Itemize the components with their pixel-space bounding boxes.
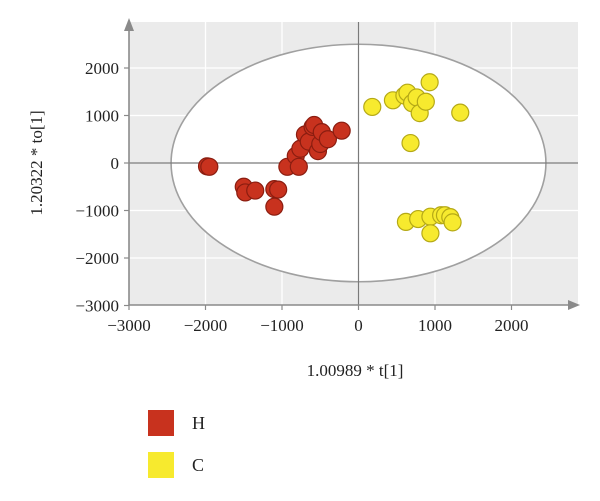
point-c (451, 103, 470, 122)
y-tick-label: −2000 (75, 249, 119, 268)
point-c (363, 97, 382, 117)
point-c (401, 133, 420, 153)
point-h (265, 197, 284, 216)
x-tick-label: 1000 (418, 316, 452, 335)
point-c (420, 73, 439, 92)
y-tick-label: −3000 (75, 297, 119, 316)
x-tick-label: 2000 (495, 316, 529, 335)
x-axis-label: 1.00989 * t[1] (307, 361, 404, 380)
y-tick-label: 0 (111, 154, 120, 173)
x-tick-label: −1000 (260, 316, 304, 335)
x-axis-arrow (568, 300, 580, 310)
point-c (416, 92, 435, 111)
legend-swatch-c (148, 452, 174, 478)
point-h (269, 180, 288, 199)
x-tick-label: −3000 (107, 316, 151, 335)
legend-item-h: H (148, 408, 205, 438)
legend-item-c: C (148, 450, 205, 480)
point-h (318, 130, 337, 149)
y-axis-label: 1.20322 * to[1] (27, 110, 46, 215)
point-h (200, 157, 219, 176)
point-h (246, 181, 265, 200)
y-axis-arrow (124, 18, 134, 31)
legend-swatch-h (148, 410, 174, 436)
point-c (421, 224, 440, 243)
point-h (289, 157, 308, 176)
x-tick-label: 0 (354, 316, 363, 335)
legend-label-h: H (192, 412, 205, 433)
legend: H C (148, 408, 205, 492)
legend-label-c: C (192, 454, 205, 475)
point-c (443, 213, 462, 232)
y-tick-label: −1000 (75, 202, 119, 221)
x-tick-label: −2000 (184, 316, 228, 335)
point-h (332, 121, 351, 140)
y-tick-label: 2000 (85, 59, 119, 78)
y-tick-label: 1000 (85, 107, 119, 126)
